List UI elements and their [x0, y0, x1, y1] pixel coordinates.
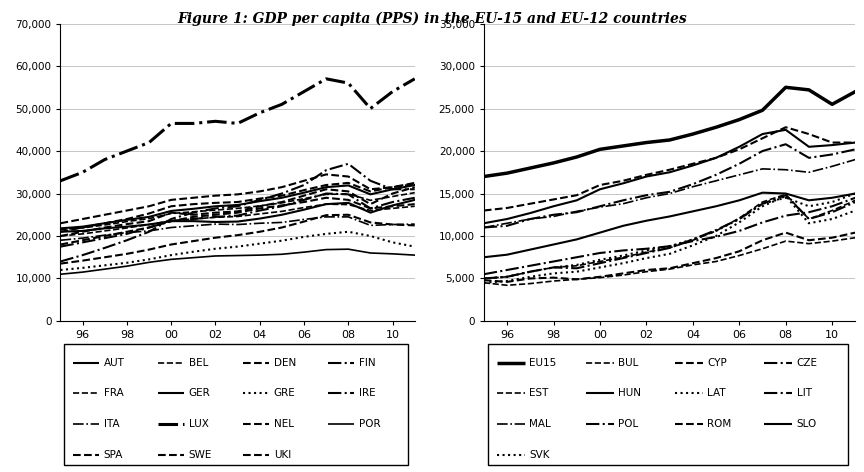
Text: ROM: ROM — [708, 419, 732, 429]
Text: MAL: MAL — [529, 419, 551, 429]
Text: UKI: UKI — [274, 449, 291, 460]
Text: SVK: SVK — [529, 449, 550, 460]
Text: SLO: SLO — [797, 419, 816, 429]
Text: BEL: BEL — [188, 358, 208, 368]
Text: SWE: SWE — [188, 449, 212, 460]
Text: EU15: EU15 — [529, 358, 556, 368]
Text: AUT: AUT — [104, 358, 124, 368]
Text: BUL: BUL — [619, 358, 638, 368]
Text: LAT: LAT — [708, 388, 726, 398]
Text: GER: GER — [188, 388, 211, 398]
Text: POR: POR — [359, 419, 380, 429]
Text: HUN: HUN — [619, 388, 641, 398]
Text: EST: EST — [529, 388, 549, 398]
Text: CYP: CYP — [708, 358, 727, 368]
Text: LUX: LUX — [188, 419, 208, 429]
Text: Figure 1: GDP per capita (PPS) in the EU-15 and EU-12 countries: Figure 1: GDP per capita (PPS) in the EU… — [177, 12, 687, 26]
Text: GRE: GRE — [274, 388, 295, 398]
Text: FRA: FRA — [104, 388, 124, 398]
Text: IRE: IRE — [359, 388, 375, 398]
Text: FIN: FIN — [359, 358, 375, 368]
Text: SPA: SPA — [104, 449, 123, 460]
Text: ITA: ITA — [104, 419, 119, 429]
Text: DEN: DEN — [274, 358, 296, 368]
Text: POL: POL — [619, 419, 638, 429]
Text: CZE: CZE — [797, 358, 817, 368]
Text: LIT: LIT — [797, 388, 811, 398]
Text: NEL: NEL — [274, 419, 294, 429]
